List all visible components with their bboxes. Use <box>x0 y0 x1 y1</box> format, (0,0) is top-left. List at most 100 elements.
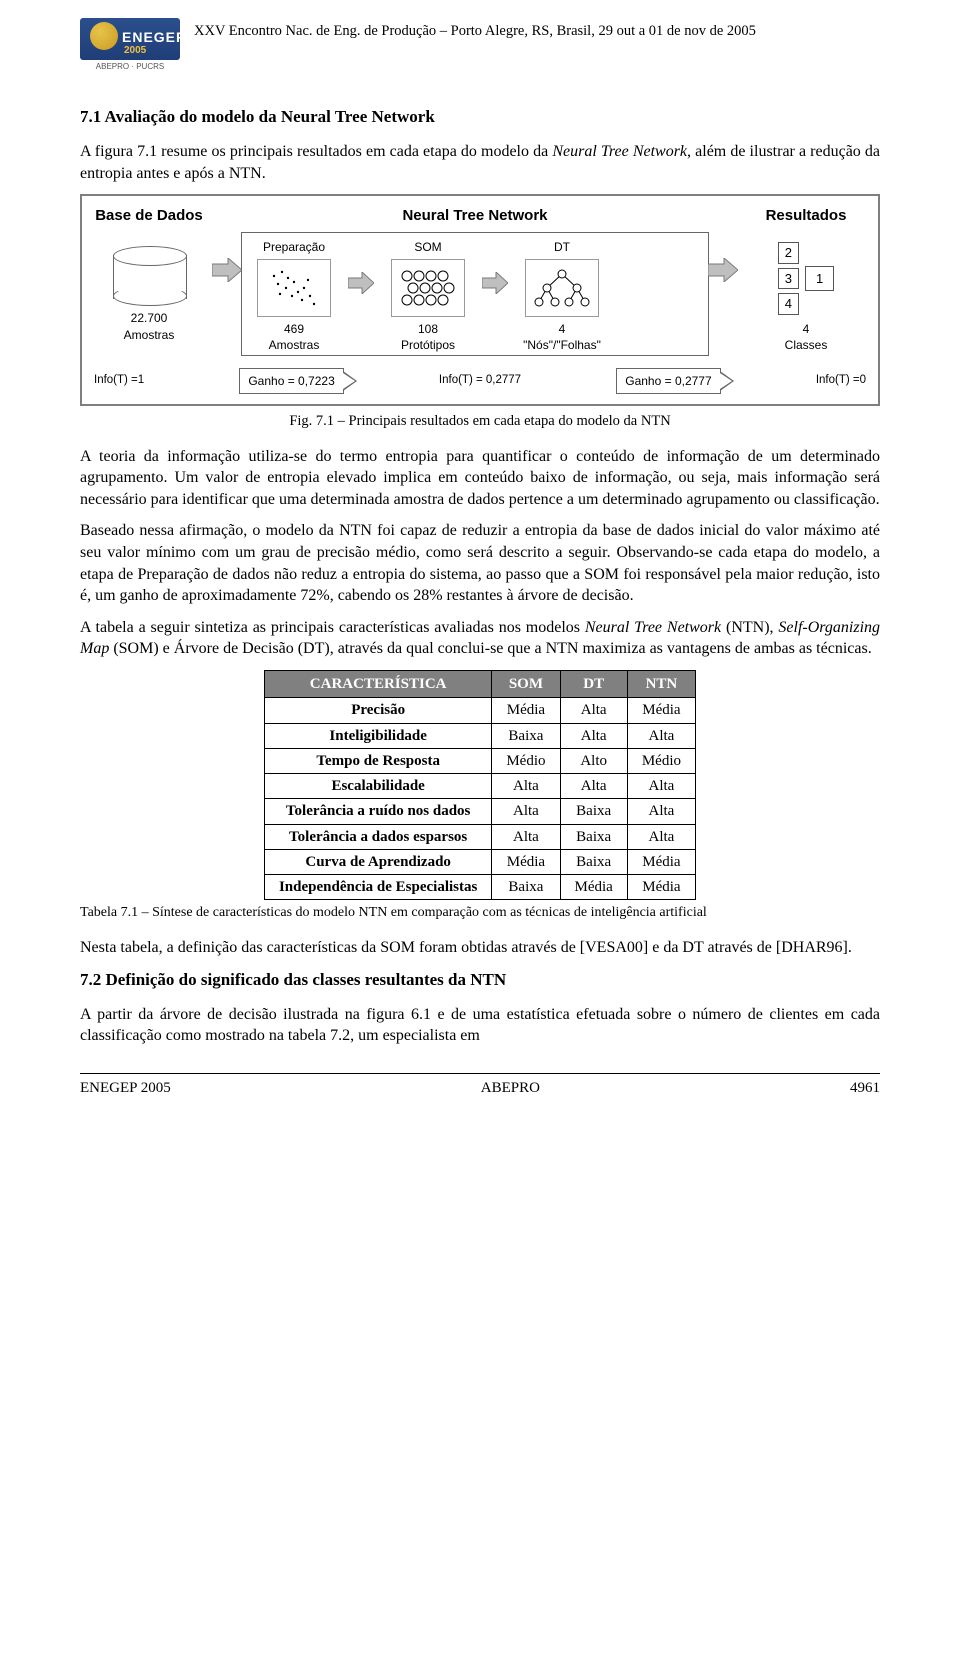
p1b: Neural Tree Network <box>552 143 687 160</box>
table-row: PrecisãoMédiaAltaMédia <box>264 698 695 723</box>
table-cell: Média <box>492 849 560 874</box>
result-box-2: 2 <box>778 242 799 264</box>
table-cell: Alta <box>560 774 627 799</box>
table-cell: Média <box>627 698 695 723</box>
characteristics-table: CARACTERÍSTICASOMDTNTN PrecisãoMédiaAlta… <box>264 670 696 900</box>
logo-year: 2005 <box>124 44 146 58</box>
footer-right: 4961 <box>850 1078 880 1098</box>
table-header-cell: SOM <box>492 671 560 698</box>
figure-ntn-col: Neural Tree Network Preparação <box>250 206 700 356</box>
p1a: A figura 7.1 resume os principais result… <box>80 143 552 160</box>
table-header-cell: CARACTERÍSTICA <box>264 671 491 698</box>
table-cell: Independência de Especialistas <box>264 875 491 900</box>
table-cell: Alta <box>627 723 695 748</box>
prep-count: 469Amostras <box>269 321 320 353</box>
table-row: Tempo de RespostaMédioAltoMédio <box>264 748 695 773</box>
p4b: Neural Tree Network <box>585 619 721 636</box>
table-cell: Médio <box>492 748 560 773</box>
section-7-1-title: 7.1 Avaliação do modelo da Neural Tree N… <box>80 106 880 129</box>
base-label: Base de Dados <box>95 206 203 226</box>
page-header: ENEGEP 2005 ABEPRO · PUCRS XXV Encontro … <box>80 18 880 76</box>
stage-som-icon <box>391 259 465 317</box>
conference-logo: ENEGEP 2005 ABEPRO · PUCRS <box>80 18 180 76</box>
table-row: Independência de EspecialistasBaixaMédia… <box>264 875 695 900</box>
figure-7-1-caption: Fig. 7.1 – Principais resultados em cada… <box>80 412 880 432</box>
table-cell: Alto <box>560 748 627 773</box>
paragraph-entropy-theory: A teoria da informação utiliza-se do ter… <box>80 446 880 511</box>
paragraph-ntn-reduction: Baseado nessa afirmação, o modelo da NTN… <box>80 520 880 606</box>
table-row: EscalabilidadeAltaAltaAlta <box>264 774 695 799</box>
table-cell: Médio <box>627 748 695 773</box>
info-t2: Info(T) = 0,2777 <box>439 373 521 389</box>
table-cell: Alta <box>492 824 560 849</box>
table-header-cell: DT <box>560 671 627 698</box>
result-box-1: 1 <box>805 266 834 292</box>
table-cell: Baixa <box>560 799 627 824</box>
stage-prep-icon <box>257 259 331 317</box>
table-cell: Curva de Aprendizado <box>264 849 491 874</box>
stage-prep-label: Preparação <box>263 239 325 255</box>
figure-7-1: Base de Dados 22.700Amostras Neural Tree… <box>80 194 880 406</box>
table-row: Curva de AprendizadoMédiaBaixaMédia <box>264 849 695 874</box>
table-cell: Inteligibilidade <box>264 723 491 748</box>
database-icon <box>113 246 185 306</box>
p4c: (NTN), <box>721 619 778 636</box>
table-7-1-caption: Tabela 7.1 – Síntese de características … <box>80 904 880 923</box>
arrow-icon <box>480 263 510 303</box>
table-cell: Baixa <box>560 849 627 874</box>
logo-under: ABEPRO · PUCRS <box>80 60 180 74</box>
ntn-label: Neural Tree Network <box>402 206 547 226</box>
stage-dt-label: DT <box>554 239 570 255</box>
figure-base-col: Base de Dados 22.700Amostras <box>94 206 204 343</box>
arrow-icon <box>212 250 242 290</box>
ganho-1-box: Ganho = 0,7223 <box>239 368 343 394</box>
table-row: InteligibilidadeBaixaAltaAlta <box>264 723 695 748</box>
result-box-4: 4 <box>778 293 799 315</box>
dt-count: 4"Nós"/"Folhas" <box>523 321 601 353</box>
paragraph-table-sources: Nesta tabela, a definição das caracterís… <box>80 937 880 959</box>
stage-dt-icon <box>525 259 599 317</box>
ganho-2-box: Ganho = 0,2777 <box>616 368 720 394</box>
table-row: Tolerância a ruído nos dadosAltaBaixaAlt… <box>264 799 695 824</box>
base-count: 22.700Amostras <box>124 310 175 342</box>
table-cell: Alta <box>627 824 695 849</box>
table-cell: Alta <box>627 799 695 824</box>
arrow-icon <box>708 250 738 290</box>
table-cell: Alta <box>492 799 560 824</box>
table-cell: Escalabilidade <box>264 774 491 799</box>
figure-results-col: Resultados 2 3 4 1 4Classes <box>746 206 866 353</box>
table-cell: Precisão <box>264 698 491 723</box>
table-cell: Tempo de Resposta <box>264 748 491 773</box>
table-cell: Tolerância a dados esparsos <box>264 824 491 849</box>
conference-line: XXV Encontro Nac. de Eng. de Produção – … <box>194 18 880 42</box>
table-cell: Baixa <box>560 824 627 849</box>
section-7-2-intro: A partir da árvore de decisão ilustrada … <box>80 1004 880 1047</box>
paragraph-table-intro: A tabela a seguir sintetiza as principai… <box>80 617 880 660</box>
table-cell: Alta <box>627 774 695 799</box>
section-7-2-title: 7.2 Definição do significado das classes… <box>80 969 880 992</box>
table-cell: Média <box>627 875 695 900</box>
section-7-1-intro: A figura 7.1 resume os principais result… <box>80 141 880 184</box>
arrow-icon <box>346 263 376 303</box>
table-header-cell: NTN <box>627 671 695 698</box>
table-row: Tolerância a dados esparsosAltaBaixaAlta <box>264 824 695 849</box>
footer-left: ENEGEP 2005 <box>80 1078 171 1098</box>
som-count: 108Protótipos <box>401 321 455 353</box>
table-cell: Baixa <box>492 723 560 748</box>
info-t1: Info(T) =1 <box>94 373 144 389</box>
result-box-3: 3 <box>778 268 799 290</box>
table-cell: Média <box>627 849 695 874</box>
stage-som-label: SOM <box>414 239 441 255</box>
table-cell: Média <box>492 698 560 723</box>
page-footer: ENEGEP 2005 ABEPRO 4961 <box>80 1073 880 1098</box>
info-t0: Info(T) =0 <box>816 373 866 389</box>
table-cell: Média <box>560 875 627 900</box>
p4a: A tabela a seguir sintetiza as principai… <box>80 619 585 636</box>
table-cell: Tolerância a ruído nos dados <box>264 799 491 824</box>
table-cell: Baixa <box>492 875 560 900</box>
footer-center: ABEPRO <box>481 1078 540 1098</box>
res-count: 4Classes <box>785 321 828 353</box>
results-label: Resultados <box>766 206 847 226</box>
table-cell: Alta <box>560 723 627 748</box>
p4e: (SOM) e Árvore de Decisão (DT), através … <box>109 640 871 657</box>
